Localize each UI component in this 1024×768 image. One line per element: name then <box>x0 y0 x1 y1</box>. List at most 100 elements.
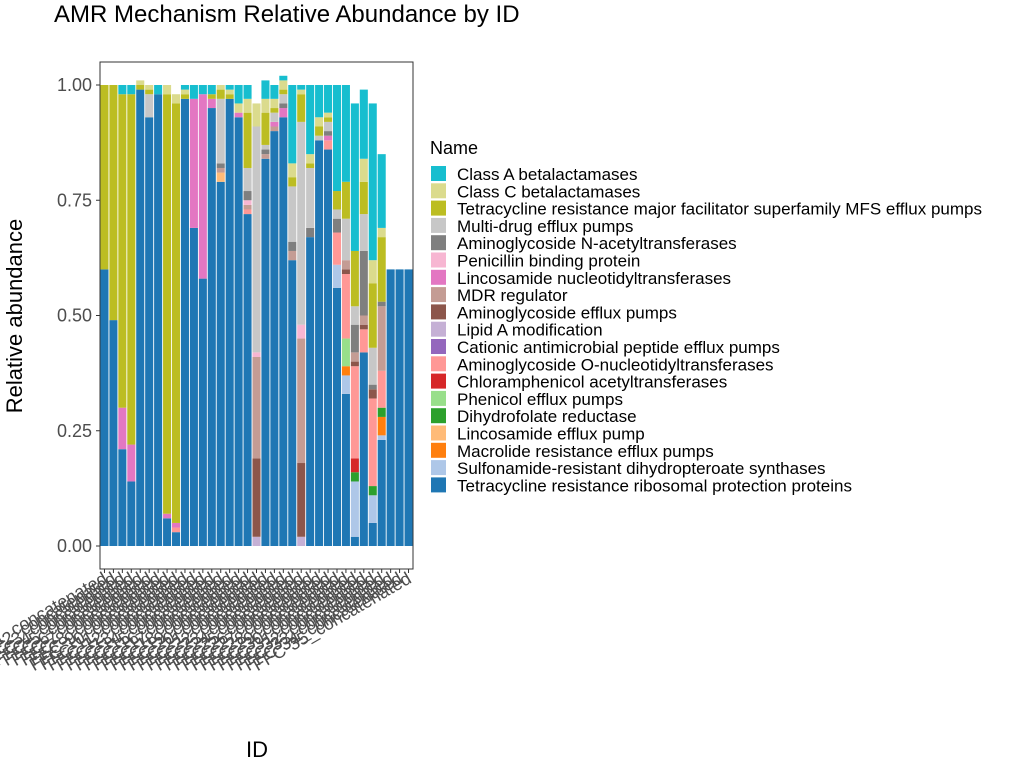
bar-segment <box>297 324 306 339</box>
legend-label: Aminoglycoside efflux pumps <box>457 303 677 322</box>
bar-segment <box>297 338 306 464</box>
bar-segment <box>350 324 359 353</box>
bar-segment <box>377 370 386 408</box>
bar-segment <box>252 352 261 357</box>
bar-segment <box>306 163 315 168</box>
bar-segment <box>297 94 306 122</box>
bar-segment <box>350 472 359 482</box>
bar-segment <box>243 204 252 210</box>
bar-segment <box>368 522 377 546</box>
y-axis: 0.00 0.25 0.50 0.75 1.00 <box>57 75 100 556</box>
bar-segment <box>252 126 261 353</box>
bar-segment <box>261 80 270 99</box>
bar-segment <box>189 85 198 99</box>
bar-segment <box>359 214 368 251</box>
bar-segment <box>368 495 377 523</box>
legend-label: Sulfonamide-resistant dihydropteroate sy… <box>457 459 826 478</box>
bar-segment <box>377 306 386 371</box>
bar-segment <box>386 269 395 546</box>
bar-segment <box>127 481 136 546</box>
bar-segment <box>350 352 359 362</box>
bar-segment <box>136 85 145 90</box>
bar-segment <box>377 416 386 436</box>
legend-label: Macrolide resistance efflux pumps <box>457 442 714 461</box>
bar-segment <box>377 407 386 417</box>
bar-segment <box>324 117 333 122</box>
bar-segment <box>341 366 350 376</box>
bar-segment <box>332 287 342 546</box>
bar-segment <box>207 85 216 95</box>
bar-segment <box>359 329 368 353</box>
bar-segment <box>243 191 252 201</box>
bar-segment <box>243 98 252 113</box>
bar-segment <box>350 366 359 459</box>
legend-swatch <box>431 252 446 268</box>
bar-segment <box>279 103 288 109</box>
bar-segment <box>207 98 216 109</box>
legend-swatch <box>431 269 446 285</box>
bar-segment <box>332 232 342 265</box>
bar-segment <box>145 117 154 547</box>
bar-segment <box>377 435 386 440</box>
x-axis-label: ID <box>246 737 268 762</box>
bar-segment <box>332 209 342 219</box>
bar-segment <box>216 163 225 168</box>
bar-segment <box>180 94 189 99</box>
bar-segment <box>359 352 368 546</box>
bar-segment <box>118 85 127 95</box>
bar-segment <box>332 218 342 233</box>
bar-segment <box>261 149 270 155</box>
bar-segment <box>207 108 216 547</box>
bar-segment <box>234 117 243 547</box>
bar-segment <box>315 140 324 546</box>
bar-segment <box>297 121 306 325</box>
bar-segment <box>297 536 306 546</box>
bar-segment <box>243 209 252 215</box>
bar-segment <box>297 89 306 95</box>
bar-segment <box>404 269 413 546</box>
bar-segment <box>279 108 288 118</box>
bar-segment <box>243 85 252 99</box>
legend-swatch <box>431 408 446 424</box>
bar-segment <box>189 227 198 546</box>
bar-segment <box>118 407 127 450</box>
legend-swatch <box>431 373 446 389</box>
bar-segment <box>341 218 350 261</box>
bar-segment <box>270 121 279 127</box>
bar-segment <box>127 94 136 445</box>
legend-swatch <box>431 390 446 406</box>
legend-swatch <box>431 304 446 320</box>
bar-segment <box>288 186 297 242</box>
bar-segment <box>100 269 109 546</box>
bar-segment <box>315 85 324 118</box>
bar-segment <box>127 85 136 95</box>
bar-segment <box>306 85 315 155</box>
bar-segment <box>279 80 288 90</box>
bar-segment <box>306 237 315 546</box>
bar-segment <box>180 89 189 95</box>
bar-segment <box>377 237 386 302</box>
legend-swatch <box>431 200 446 216</box>
chart-title: AMR Mechanism Relative Abundance by ID <box>54 1 520 28</box>
legend-swatch <box>431 287 446 303</box>
bar-segment <box>350 458 359 473</box>
bar-segment <box>324 140 333 150</box>
bar-segment <box>377 301 386 307</box>
bar-segment <box>359 324 368 330</box>
bar-segment <box>270 108 279 113</box>
bar-segment <box>180 98 189 546</box>
legend-swatch <box>431 339 446 354</box>
bar-segment <box>243 214 252 546</box>
legend-label: Penicillin binding protein <box>457 252 640 271</box>
bar-segment <box>180 85 189 90</box>
legend-title: Name <box>430 138 478 158</box>
bar-segment <box>341 85 350 182</box>
bar-segment <box>368 486 377 496</box>
bar-segment <box>163 513 172 519</box>
bar-segment <box>306 227 315 238</box>
bar-segment <box>341 260 350 270</box>
bar-segment <box>279 117 288 547</box>
bar-segment <box>350 103 359 251</box>
